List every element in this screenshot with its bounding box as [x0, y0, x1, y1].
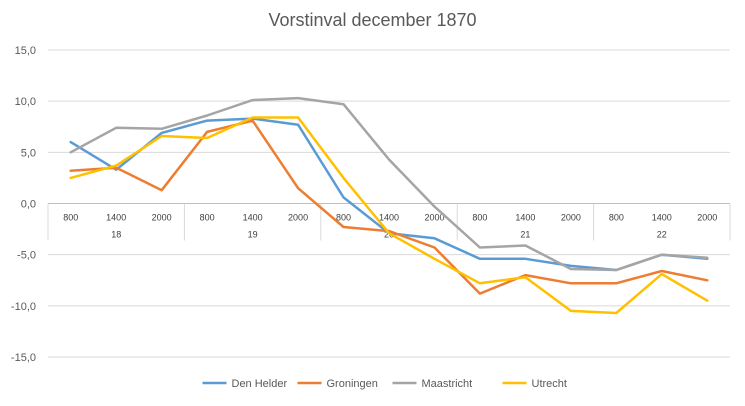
- x-tick-label: 800: [200, 213, 215, 223]
- y-tick-label: 5,0: [21, 147, 36, 159]
- x-group-label: 18: [111, 230, 121, 240]
- series-line: [69, 119, 709, 295]
- x-tick-label: 800: [336, 213, 351, 223]
- y-tick-label: 10,0: [15, 96, 36, 108]
- x-group-label: 22: [657, 230, 667, 240]
- x-tick-label: 2000: [288, 213, 308, 223]
- y-tick-label: -5,0: [17, 250, 36, 262]
- x-tick-label: 1400: [379, 213, 399, 223]
- x-group-label: 19: [248, 230, 258, 240]
- x-tick-label: 800: [63, 213, 78, 223]
- y-tick-label: -10,0: [11, 301, 36, 313]
- legend-label: Maastricht: [422, 378, 473, 390]
- x-tick-label: 800: [472, 213, 487, 223]
- y-tick-label: 15,0: [15, 45, 36, 57]
- x-tick-label: 800: [609, 213, 624, 223]
- x-tick-label: 2000: [561, 213, 581, 223]
- x-group-label: 21: [520, 230, 530, 240]
- chart-title: Vorstinval december 1870: [268, 10, 477, 30]
- series-line: [69, 96, 709, 272]
- y-tick-label: -15,0: [11, 352, 36, 364]
- x-tick-label: 2000: [424, 213, 444, 223]
- legend-label: Utrecht: [532, 378, 567, 390]
- legend-label: Groningen: [327, 378, 378, 390]
- x-tick-label: 2000: [152, 213, 172, 223]
- x-tick-label: 1400: [652, 213, 672, 223]
- legend-label: Den Helder: [232, 378, 288, 390]
- series-line: [69, 116, 709, 315]
- x-tick-label: 1400: [243, 213, 263, 223]
- x-tick-label: 1400: [106, 213, 126, 223]
- series-line: [69, 117, 709, 272]
- y-tick-label: 0,0: [21, 199, 36, 211]
- x-tick-label: 2000: [697, 213, 717, 223]
- x-tick-label: 1400: [515, 213, 535, 223]
